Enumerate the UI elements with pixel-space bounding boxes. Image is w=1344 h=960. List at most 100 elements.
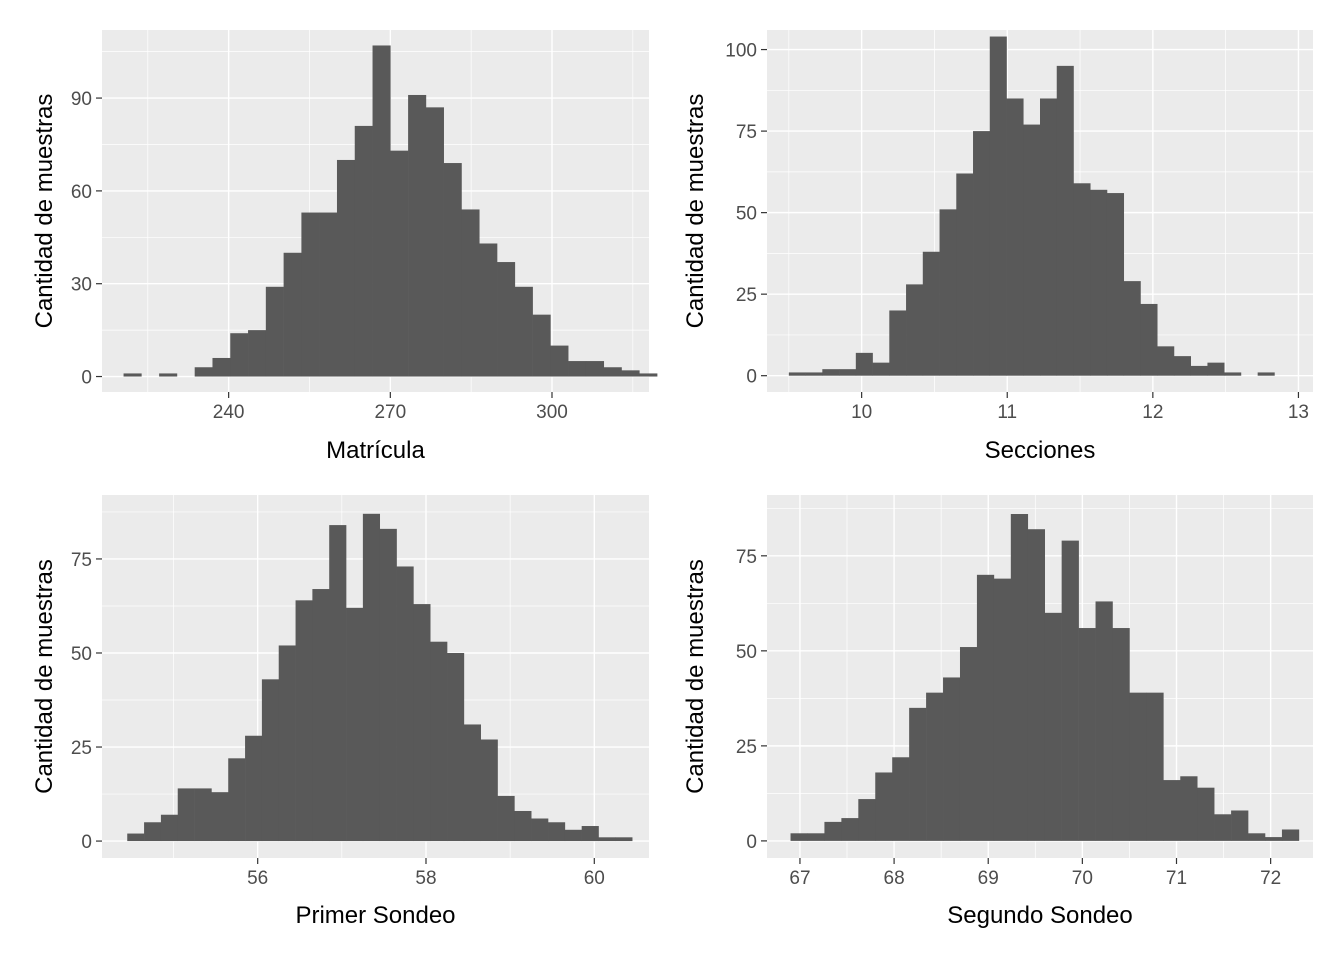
x-tick-label: 60 [584, 868, 605, 889]
histogram-bar [390, 150, 409, 377]
histogram-bar [858, 799, 876, 841]
histogram-bar [1106, 193, 1125, 376]
y-tick-label: 100 [725, 41, 757, 62]
histogram-bar [959, 647, 978, 841]
histogram-bar [621, 370, 640, 377]
histogram-bar [461, 209, 480, 377]
histogram-bar [248, 330, 267, 377]
x-tick-label: 240 [213, 402, 245, 423]
histogram-panel-matricula: 240 270 300 0 30 60 90 Matrícula Cantidad de mue… [31, 30, 658, 464]
histogram-bar [922, 251, 940, 376]
histogram-bar [160, 814, 179, 842]
histogram-bar [1281, 829, 1300, 841]
histogram-bar [1231, 810, 1249, 841]
y-axis-title: Cantidad de muestras [682, 559, 709, 794]
histogram-bar [430, 641, 448, 842]
histogram-bar [425, 107, 444, 377]
histogram-bar [939, 209, 957, 376]
histogram-bar [480, 739, 498, 842]
histogram-bar [144, 822, 162, 842]
y-tick-label: 0 [746, 367, 757, 388]
histogram-bar [283, 252, 302, 377]
histogram-bar [514, 810, 532, 842]
histogram-bar [531, 818, 549, 842]
histogram-bar [1112, 628, 1130, 841]
histogram-bar [413, 604, 431, 842]
histogram-bar [598, 837, 616, 842]
histogram-bar [568, 361, 587, 377]
y-tick-label: 75 [71, 550, 92, 571]
histogram-bar [807, 833, 825, 841]
histogram-bar [1257, 372, 1275, 376]
histogram-bar [211, 792, 229, 842]
histogram-bar [875, 772, 893, 841]
histogram-bar [1214, 814, 1232, 841]
y-tick-label: 30 [71, 275, 92, 296]
x-tick-label: 11 [997, 402, 1017, 423]
histogram-bar [581, 826, 599, 842]
histogram-bar [1056, 65, 1074, 376]
histogram-bar [790, 833, 808, 841]
histogram-bar [564, 829, 582, 842]
histogram-bar [1197, 787, 1215, 841]
histogram-bar [1207, 362, 1225, 376]
y-tick-label: 90 [71, 89, 92, 110]
histogram-bar [872, 362, 890, 376]
histogram-bar [123, 373, 142, 377]
histogram-bar [362, 513, 381, 842]
histogram-bar [346, 607, 364, 842]
histogram-bar [194, 367, 213, 377]
histogram-bar [1044, 612, 1062, 841]
histogram-bar [926, 692, 944, 841]
histogram-bar [1073, 183, 1091, 376]
histogram-bar [1078, 628, 1096, 841]
histogram-bar [822, 369, 840, 376]
y-tick-label: 25 [71, 738, 92, 759]
x-axis-title: Secciones [985, 437, 1096, 464]
y-tick-label: 0 [81, 832, 92, 853]
y-tick-label: 50 [71, 644, 92, 665]
x-axis-title: Primer Sondeo [295, 902, 455, 929]
y-tick-label: 50 [736, 204, 757, 225]
histogram-bar [301, 212, 320, 377]
histogram-bar [993, 578, 1012, 841]
histogram-bar [943, 677, 961, 841]
histogram-bar [497, 795, 515, 842]
histogram-bar [909, 707, 927, 841]
histogram-bar [336, 159, 356, 377]
histogram-bar [855, 352, 873, 376]
x-tick-label: 12 [1142, 402, 1163, 423]
histogram-bar [127, 833, 145, 842]
histogram-bar [1224, 372, 1242, 376]
x-tick-label: 72 [1260, 868, 1281, 889]
histogram-bar [1163, 780, 1181, 841]
histogram-bar [1027, 529, 1046, 841]
histogram-bar [230, 333, 249, 377]
histogram-bar [194, 788, 212, 842]
x-tick-label: 67 [789, 868, 810, 889]
histogram-bar [550, 345, 569, 377]
histogram-bar [443, 163, 462, 377]
histogram-bar [295, 600, 313, 842]
histogram-bar [1190, 365, 1208, 376]
histogram-bar [1061, 540, 1079, 841]
x-tick-label: 56 [247, 868, 268, 889]
histogram-bar [1040, 98, 1058, 376]
histogram-bar [497, 262, 516, 377]
histogram-bar [1023, 124, 1041, 376]
histogram-bar [603, 367, 622, 377]
histogram-bar [329, 525, 347, 842]
histogram-bar [1264, 837, 1283, 841]
histogram-bar [1010, 514, 1029, 841]
histogram-panel-primer-sondeo: 56 58 60 0 25 50 75 Primer Sondeo Cantidad de mu… [31, 495, 649, 929]
x-tick-label: 13 [1288, 402, 1309, 423]
histogram-bar [1129, 692, 1147, 841]
y-tick-label: 25 [736, 737, 757, 758]
histogram-bar [839, 369, 857, 376]
histogram-bar [824, 821, 842, 841]
histogram-bar [1095, 601, 1113, 841]
histogram-bar [1090, 189, 1108, 376]
y-axis-title: Cantidad de muestras [31, 559, 58, 794]
histogram-bar [1146, 692, 1164, 841]
